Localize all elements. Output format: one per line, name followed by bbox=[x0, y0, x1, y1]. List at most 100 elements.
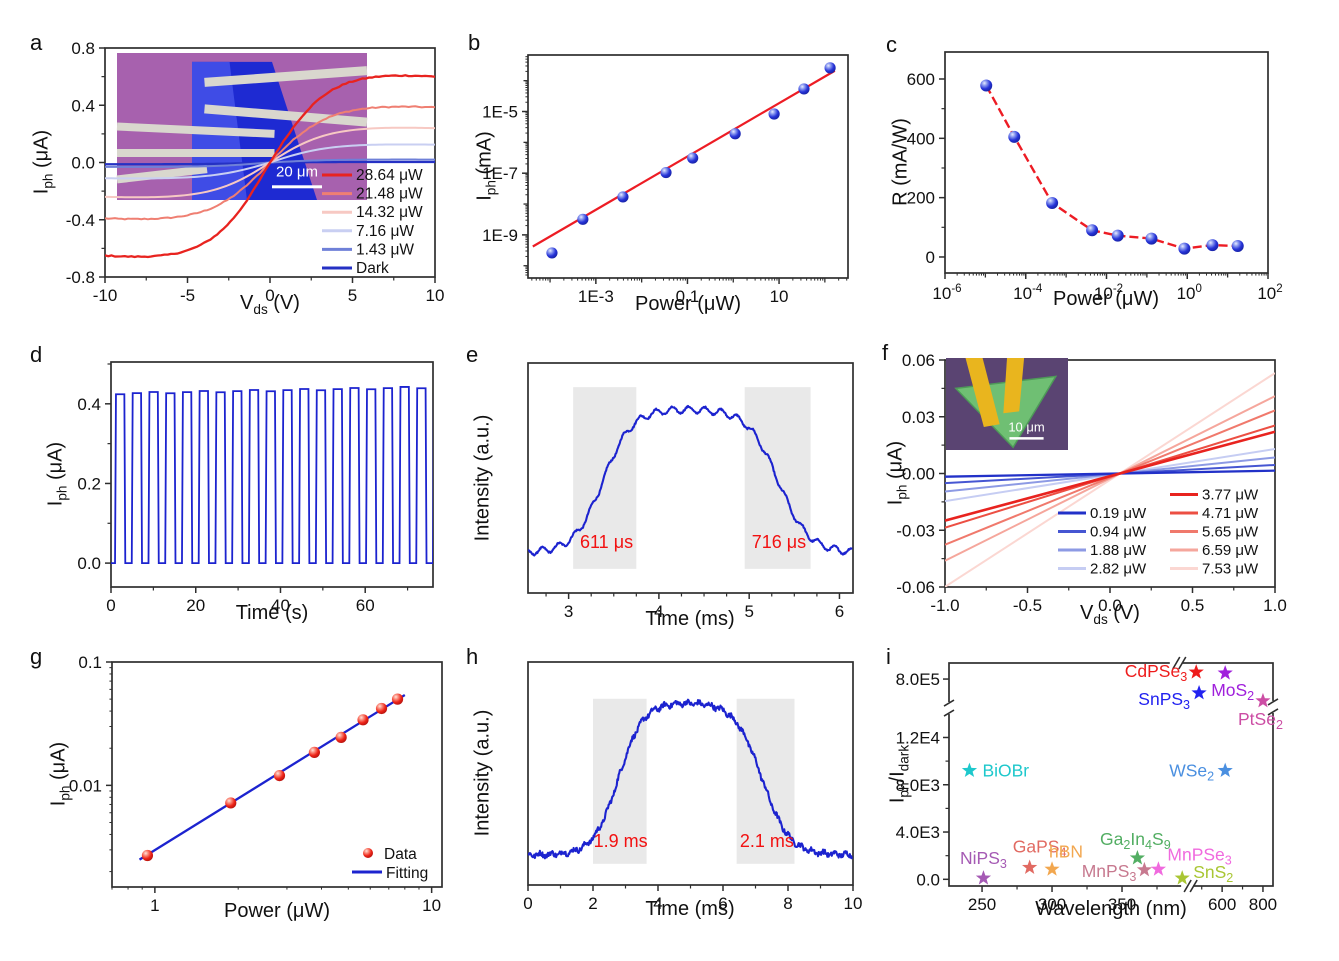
data-point bbox=[546, 247, 558, 259]
material-star-BiOBr bbox=[961, 762, 978, 778]
x-tick-label: 4 bbox=[653, 894, 662, 913]
label-part: Intensity (a.u.) bbox=[471, 709, 494, 837]
data-point bbox=[308, 746, 320, 759]
label-part: Time (ms) bbox=[645, 898, 735, 920]
data-point bbox=[768, 108, 780, 120]
label-part: Wavelength (nm) bbox=[1035, 898, 1187, 920]
label-part: dark bbox=[896, 744, 912, 772]
rise-fall-band bbox=[736, 698, 795, 864]
label-part: (μA) bbox=[44, 441, 67, 486]
material-star-MnPSe3 bbox=[1150, 861, 1167, 876]
data-point bbox=[1111, 229, 1124, 242]
material-label: PtSe2 bbox=[1238, 709, 1283, 732]
x-tick-label: 1E-3 bbox=[578, 287, 614, 306]
data-point bbox=[273, 769, 286, 782]
material-label: SnS2 bbox=[1193, 862, 1233, 885]
tick-mantissa: 10 bbox=[932, 284, 951, 303]
label-part: (μA) bbox=[884, 440, 907, 485]
tick-mantissa: 10 bbox=[1013, 284, 1032, 303]
x-tick-label: 3 bbox=[564, 602, 573, 621]
label-part: Power (μW) bbox=[1053, 288, 1159, 310]
y-tick-label: 1E-5 bbox=[482, 103, 518, 122]
x-tick-label: 40 bbox=[271, 596, 290, 615]
label-part: Intensity (a.u.) bbox=[471, 414, 494, 542]
panel-h-curves bbox=[528, 698, 853, 860]
panel-g-frame bbox=[111, 661, 443, 888]
panel-a-xlabel: Vds (V) bbox=[240, 292, 300, 317]
y-tick-label: 1E-7 bbox=[482, 164, 518, 183]
y-tick-label: 0.03 bbox=[902, 408, 935, 427]
data-point bbox=[729, 128, 741, 140]
label-part: S bbox=[1152, 829, 1164, 849]
label-part: I bbox=[473, 195, 496, 201]
x-tick-label: 5 bbox=[744, 602, 753, 621]
x-tick-label: 10 bbox=[770, 287, 789, 306]
panel-c-frame bbox=[944, 51, 1269, 274]
data-point bbox=[660, 166, 672, 179]
inset-scalebar-label: 20 μm bbox=[276, 163, 318, 180]
panel-d-letter: d bbox=[30, 342, 43, 367]
data-point bbox=[1046, 196, 1059, 209]
x-tick-label: 0.0 bbox=[1098, 596, 1122, 615]
data-point bbox=[824, 62, 836, 74]
x-tick-label: 10-4 bbox=[1013, 283, 1043, 303]
legend-label: 3.77 μW bbox=[1202, 487, 1259, 504]
label-part: hBN bbox=[1049, 841, 1083, 861]
label-part: 4 bbox=[1145, 838, 1152, 852]
x-tick-label: 2 bbox=[588, 894, 597, 913]
panel-c-ylabel: R (mA/W) bbox=[890, 118, 913, 206]
iv-line-3.77μW bbox=[945, 430, 1275, 522]
label-part: 2 bbox=[1247, 689, 1254, 703]
inset-electrode bbox=[204, 66, 368, 87]
x-tick-label: -0.5 bbox=[1013, 596, 1042, 615]
y-tick-label: 0.4 bbox=[77, 395, 101, 414]
x-tick-label: -5 bbox=[180, 286, 195, 305]
material-star-hBN bbox=[1044, 861, 1060, 876]
data-point bbox=[577, 213, 589, 225]
response-curve bbox=[528, 698, 853, 860]
panel-c-xlabel: Power (μW) bbox=[1053, 288, 1159, 311]
label-part: GaPS bbox=[1013, 836, 1060, 856]
legend-label: 1.43 μW bbox=[356, 241, 414, 258]
y-tick-label: 8.0E3 bbox=[896, 776, 940, 795]
y-tick-label: 0.06 bbox=[902, 351, 935, 370]
material-label: GaPS4 bbox=[1013, 836, 1067, 859]
legend-label: 14.32 μW bbox=[356, 204, 423, 221]
panel-i-frame bbox=[948, 662, 1274, 887]
y-tick-label: -0.8 bbox=[66, 268, 95, 287]
y-axis-break bbox=[943, 699, 955, 707]
y-tick-label: 0 bbox=[926, 248, 935, 267]
inset-scalebar-label: 10 μm bbox=[1008, 420, 1044, 435]
label-part: NiPS bbox=[960, 848, 1000, 868]
legend-marker bbox=[363, 848, 373, 858]
time-annotation: 716 μs bbox=[752, 532, 806, 552]
label-part: I bbox=[886, 797, 909, 804]
material-star-SnS2 bbox=[1174, 870, 1190, 885]
x-axis-break-top bbox=[1178, 656, 1187, 670]
label-part: (μA) bbox=[30, 129, 53, 174]
label-part: Time (s) bbox=[235, 602, 309, 624]
y-tick-label: 1E-9 bbox=[482, 226, 518, 245]
label-part: ph bbox=[483, 180, 499, 196]
data-point bbox=[225, 797, 237, 809]
label-part: PtSe bbox=[1238, 709, 1276, 729]
x-axis-break bbox=[1183, 879, 1192, 893]
legend-label: 1.88 μW bbox=[1090, 542, 1147, 559]
label-part: 3 bbox=[1180, 670, 1187, 684]
x-tick-label: 10 bbox=[426, 286, 445, 305]
y-tick-label: -0.06 bbox=[896, 578, 935, 597]
panel-e-frame bbox=[527, 362, 854, 594]
panel-h-letter: h bbox=[466, 644, 479, 669]
material-star-PtSe2 bbox=[1255, 692, 1271, 708]
x-tick-label: 4 bbox=[654, 602, 663, 621]
material-label: MoS2 bbox=[1211, 680, 1254, 703]
data-point bbox=[617, 191, 629, 203]
x-tick-label: 10-2 bbox=[1094, 283, 1123, 303]
label-part: R (mA/W) bbox=[889, 118, 912, 206]
inset-scalebar bbox=[1009, 437, 1044, 440]
inset-scalebar bbox=[272, 185, 322, 189]
iv-line-7.53μW bbox=[945, 372, 1275, 587]
tick-exponent: -6 bbox=[951, 283, 961, 295]
material-label: WSe2 bbox=[1169, 761, 1214, 784]
panel-d-xlabel: Time (s) bbox=[236, 602, 309, 625]
